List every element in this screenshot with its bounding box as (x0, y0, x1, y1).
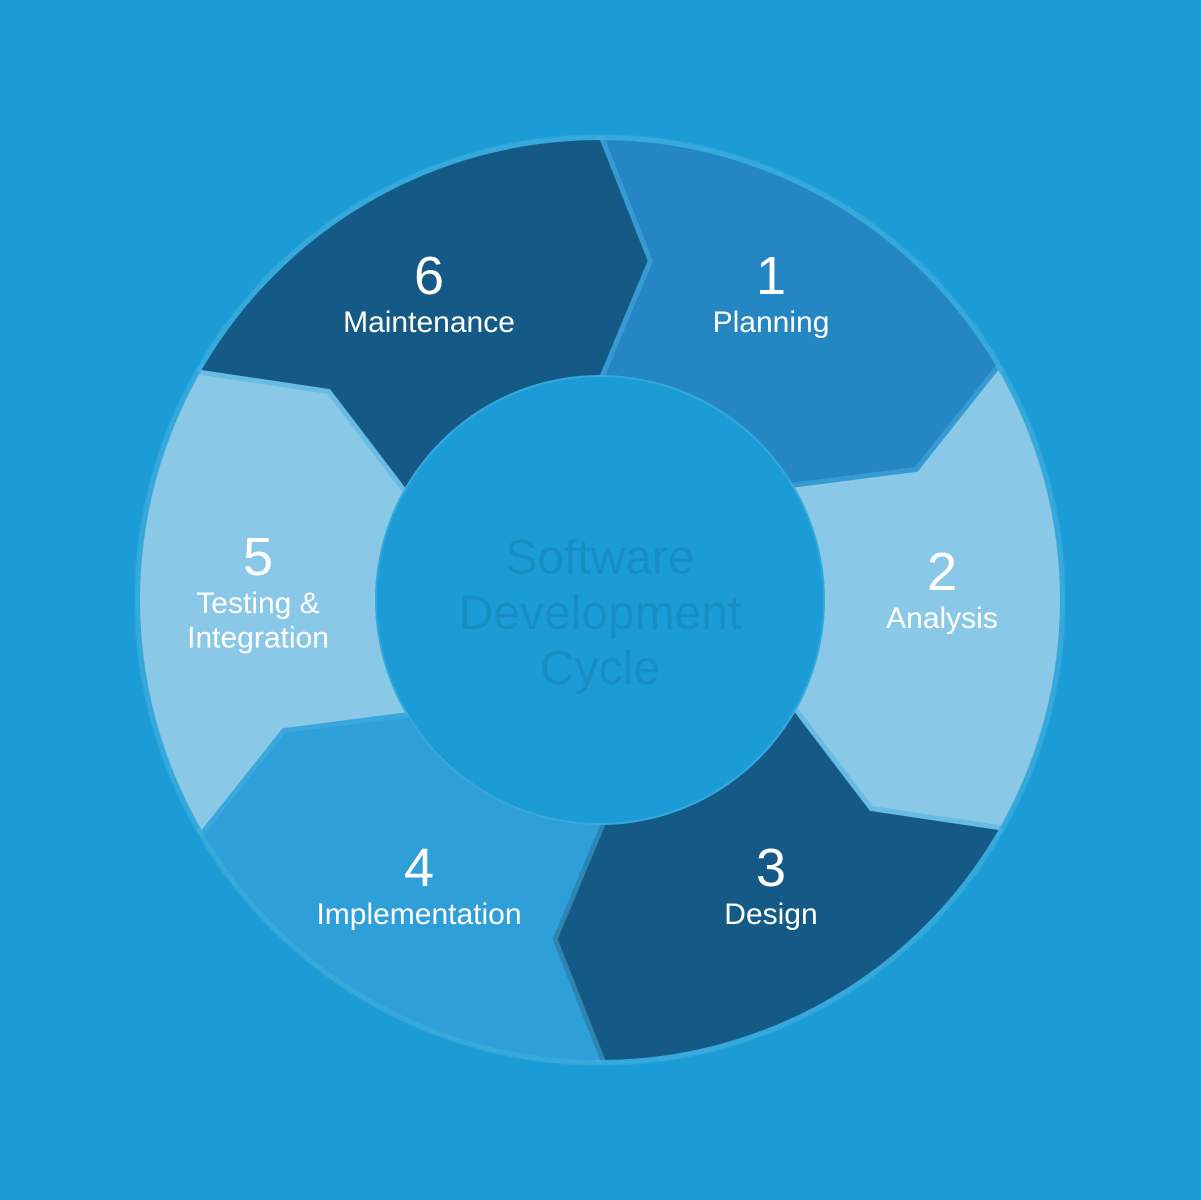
segment-number-1: 1 (756, 246, 786, 306)
segment-number-6: 6 (414, 246, 444, 306)
segment-number-4: 4 (404, 838, 434, 898)
segment-number-3: 3 (756, 838, 786, 898)
segment-number-2: 2 (927, 542, 957, 602)
segment-label-2: Analysis (886, 602, 998, 635)
segment-label-6: Maintenance (343, 306, 515, 339)
segment-label-3: Design (724, 898, 817, 931)
segment-number-5: 5 (243, 527, 273, 587)
segment-label-1: Planning (713, 306, 830, 339)
segment-label-4: Implementation (316, 898, 521, 931)
segment-label-5: Testing &Integration (187, 587, 329, 655)
sdlc-cycle-diagram: SoftwareDevelopmentCycle1Planning2Analys… (0, 0, 1201, 1200)
